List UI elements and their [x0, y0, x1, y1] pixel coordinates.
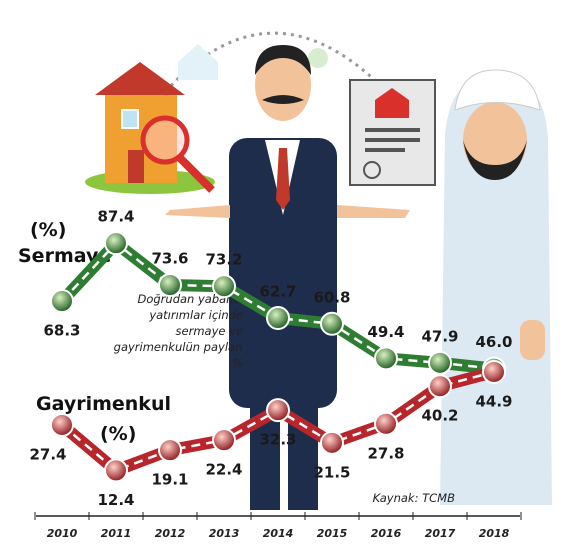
value-label: 46.0: [475, 333, 512, 351]
point: [374, 346, 398, 371]
x-tick-label: 2017: [425, 527, 456, 540]
value-label: 49.4: [367, 323, 404, 341]
value-label: 62.7: [259, 283, 296, 301]
illustration: [85, 31, 552, 510]
source: Kaynak: TCMB: [373, 491, 455, 505]
point: [104, 231, 128, 256]
unit-label: (%): [100, 423, 136, 445]
x-tick-label: 2015: [317, 527, 348, 540]
x-tick-label: 2013: [209, 527, 240, 540]
value-label: 40.2: [421, 407, 458, 425]
value-label: 22.4: [205, 461, 242, 479]
value-label: 21.5: [313, 463, 350, 481]
point: [320, 311, 344, 336]
series-label: Gayrimenkul: [36, 393, 171, 415]
value-label: 73.2: [205, 251, 242, 269]
annotation: yatırımlar içinde: [148, 308, 243, 322]
point: [158, 438, 182, 463]
value-label: 73.6: [151, 249, 188, 267]
x-tick-label: 2011: [101, 527, 132, 540]
point: [50, 289, 74, 314]
value-label: 47.9: [421, 327, 458, 345]
series-label: Sermaye: [18, 245, 111, 267]
point: [104, 458, 128, 483]
point: [374, 411, 398, 436]
value-label: 87.4: [97, 208, 134, 226]
point: [212, 274, 236, 299]
x-tick-label: 2014: [263, 527, 294, 540]
value-label: 27.4: [29, 445, 66, 463]
point: [212, 428, 236, 453]
x-tick-label: 2012: [155, 527, 186, 540]
annotation: %: [232, 356, 243, 370]
point: [266, 306, 290, 331]
x-tick-label: 2018: [479, 527, 510, 540]
x-tick-label: 2010: [47, 527, 78, 540]
value-label: 44.9: [475, 392, 512, 410]
unit-label: (%): [30, 219, 66, 241]
point: [266, 398, 290, 423]
value-label: 32.3: [259, 431, 296, 449]
value-label: 68.3: [43, 322, 80, 340]
point: [428, 350, 452, 375]
point: [158, 272, 182, 297]
annotation: sermaye ve: [176, 324, 243, 338]
point: [428, 374, 452, 399]
annotation: gayrimenkulün payları: [114, 340, 243, 354]
point: [50, 412, 74, 437]
value-label: 12.4: [97, 491, 134, 509]
point: [320, 430, 344, 455]
value-label: 27.8: [367, 444, 404, 462]
x-tick-label: 2016: [371, 527, 402, 540]
point: [482, 359, 506, 384]
value-label: 19.1: [151, 471, 188, 489]
value-label: 60.8: [313, 288, 350, 306]
